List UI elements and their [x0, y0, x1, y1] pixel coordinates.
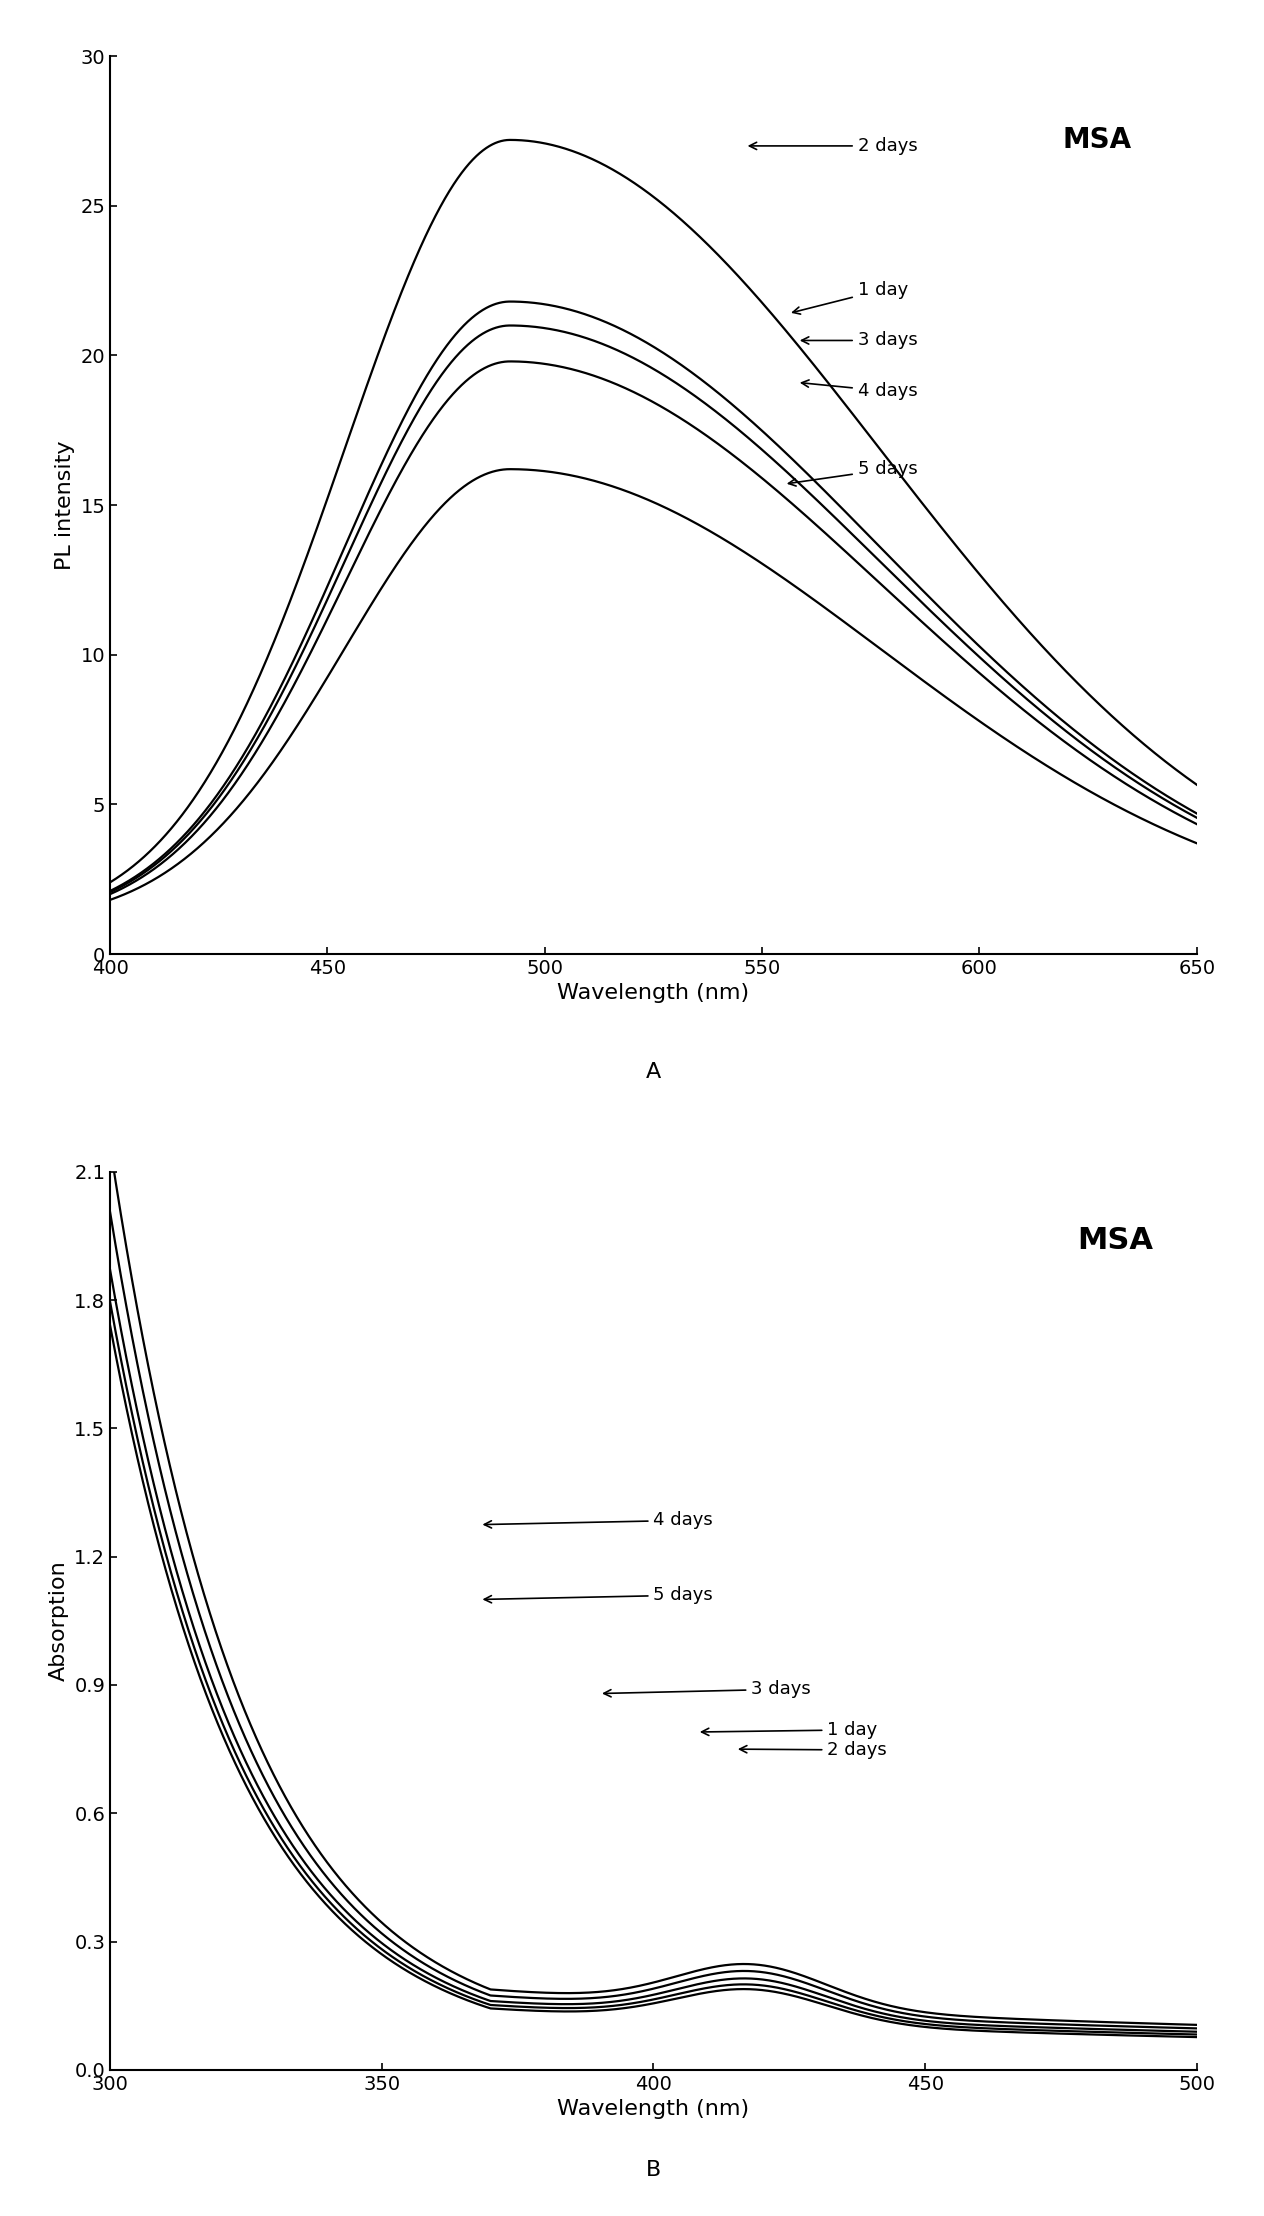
Text: 3 days: 3 days [801, 332, 918, 350]
Text: 1 day: 1 day [793, 281, 908, 315]
X-axis label: Wavelength (nm): Wavelength (nm) [557, 2099, 750, 2118]
Text: B: B [646, 2161, 661, 2181]
Text: A: A [646, 1061, 661, 1081]
Text: 2 days: 2 days [750, 137, 918, 155]
Text: 2 days: 2 days [739, 1742, 887, 1760]
Text: 4 days: 4 days [801, 379, 918, 401]
Text: 1 day: 1 day [702, 1722, 877, 1740]
Text: 5 days: 5 days [484, 1587, 713, 1604]
Text: MSA: MSA [1062, 126, 1131, 153]
Text: 3 days: 3 days [604, 1680, 811, 1697]
Text: MSA: MSA [1077, 1225, 1153, 1254]
Y-axis label: PL intensity: PL intensity [54, 441, 75, 570]
Text: 5 days: 5 days [789, 461, 918, 485]
Text: 4 days: 4 days [484, 1511, 713, 1529]
X-axis label: Wavelength (nm): Wavelength (nm) [557, 984, 750, 1004]
Y-axis label: Absorption: Absorption [48, 1560, 68, 1682]
